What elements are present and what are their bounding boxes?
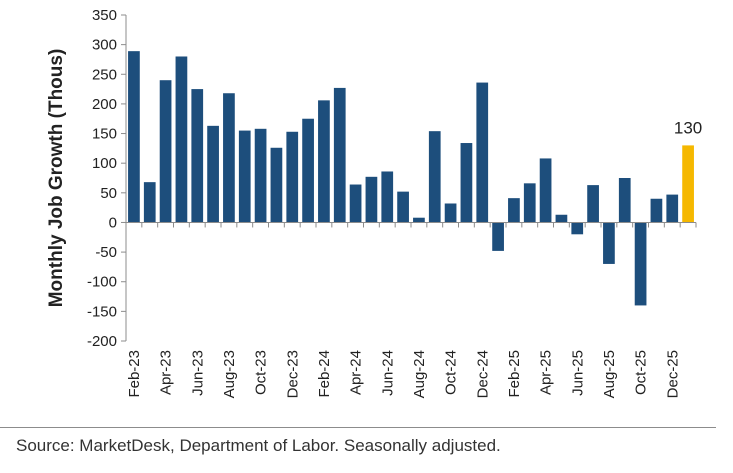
bar-jun-24 <box>381 171 394 223</box>
x-tick-label: Dec-25 <box>664 350 681 398</box>
bar-nov-24 <box>460 143 473 223</box>
x-tick-label: Aug-24 <box>411 350 428 398</box>
x-tick-label: Feb-25 <box>506 350 523 398</box>
y-tick-label: 200 <box>92 96 117 113</box>
source-divider <box>0 427 716 428</box>
x-tick-label: Dec-24 <box>474 350 491 398</box>
x-tick-label: Apr-25 <box>538 350 555 395</box>
x-tick-label: Dec-23 <box>284 350 301 398</box>
y-tick-label: 250 <box>92 66 117 83</box>
bar-apr-24 <box>349 184 362 223</box>
x-tick-label: Oct-23 <box>253 350 270 395</box>
bar-jun-23 <box>191 89 204 223</box>
bar-jun-25 <box>571 222 584 235</box>
bar-mar-25 <box>523 183 536 223</box>
x-tick-label: Feb-24 <box>316 350 333 398</box>
bar-dec-24 <box>476 82 489 223</box>
bar-jan-25 <box>492 222 504 251</box>
y-tick-label: 100 <box>92 155 117 172</box>
y-tick-label: 350 <box>92 7 117 24</box>
bar-oct-24 <box>444 203 457 223</box>
bar-jan-24 <box>302 118 314 223</box>
y-tick-label: -100 <box>87 274 117 291</box>
bar-jan-26 <box>682 145 694 223</box>
bar-feb-23 <box>128 51 140 223</box>
bar-apr-25 <box>539 158 552 223</box>
bar-mar-24 <box>333 87 346 223</box>
x-tick-label: Apr-24 <box>348 350 365 395</box>
bar-may-23 <box>175 56 188 223</box>
y-tick-label: -150 <box>87 303 117 320</box>
bar-sep-23 <box>238 130 251 223</box>
x-tick-label: Feb-23 <box>126 350 143 398</box>
bar-may-24 <box>365 176 378 223</box>
bar-dec-23 <box>286 131 299 223</box>
x-tick-label: Jun-23 <box>189 350 206 396</box>
x-tick-label: Jun-25 <box>569 350 586 396</box>
data-label: 130 <box>674 118 702 137</box>
bar-nov-25 <box>650 198 663 223</box>
bar-oct-23 <box>254 128 267 223</box>
x-tick-label: Aug-23 <box>221 350 238 398</box>
job-growth-chart: 350 300 250 200 150 100 50 0 -50 -100 -150 -200 Feb-… <box>46 7 702 398</box>
bar-nov-23 <box>270 147 283 223</box>
bar-may-25 <box>555 214 568 223</box>
bar-aug-23 <box>223 93 235 223</box>
x-tick-label: Apr-23 <box>158 350 175 395</box>
bar-aug-24 <box>413 217 425 223</box>
bar-dec-25 <box>666 194 679 223</box>
y-tick-label: 0 <box>109 214 117 231</box>
bar-apr-23 <box>159 80 172 223</box>
bar-sep-25 <box>618 178 631 223</box>
x-tick-label: Aug-25 <box>601 350 618 398</box>
y-tick-label: 300 <box>92 37 117 54</box>
y-tick-label: -200 <box>87 333 117 350</box>
y-tick-label: -50 <box>95 244 117 261</box>
bar-jul-24 <box>397 191 409 223</box>
bar-jul-23 <box>207 125 219 223</box>
bar-sep-24 <box>428 131 441 223</box>
x-tick-label: Oct-25 <box>633 350 650 395</box>
bar-feb-24 <box>318 100 330 223</box>
bar-jul-25 <box>587 185 599 223</box>
bar-oct-25 <box>634 222 647 306</box>
y-tick-label: 50 <box>100 185 117 202</box>
bar-mar-23 <box>143 182 156 223</box>
x-tick-label: Jun-24 <box>379 350 396 396</box>
x-tick-label: Oct-24 <box>443 350 460 395</box>
y-axis-title: Monthly Job Growth (Thous) <box>46 49 67 308</box>
source-note: Source: MarketDesk, Department of Labor.… <box>16 436 501 455</box>
y-tick-label: 150 <box>92 126 117 143</box>
bar-feb-25 <box>508 198 520 223</box>
bar-aug-25 <box>603 222 615 264</box>
